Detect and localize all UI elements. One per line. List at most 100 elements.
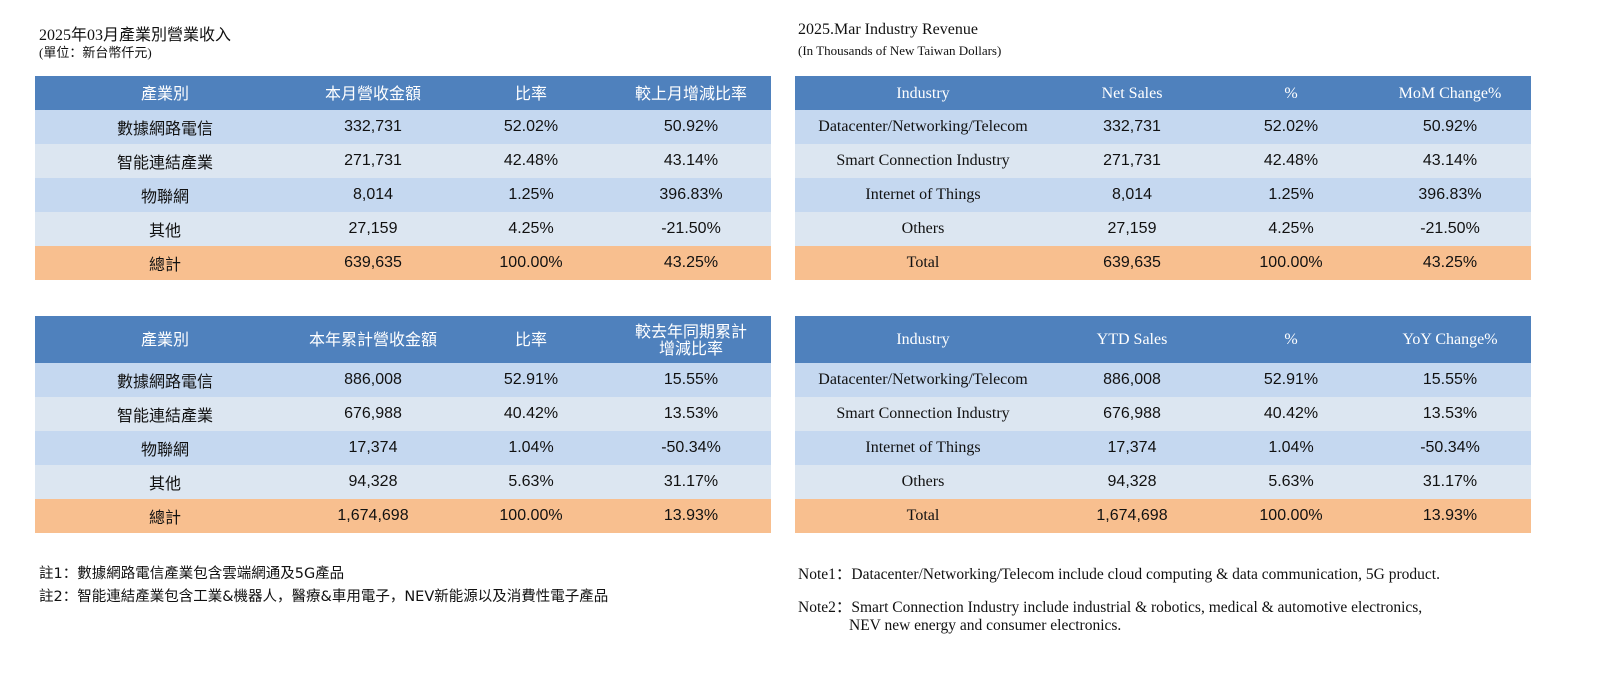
- ratio-cell: 4.25%: [1213, 212, 1369, 246]
- ratio-cell: 1.04%: [1213, 431, 1369, 465]
- table-header-row: 產業別 本年累計營收金額 比率 較去年同期累計 增減比率: [35, 316, 771, 363]
- total-change-cell: 43.25%: [1369, 246, 1531, 280]
- industry-cell: Others: [795, 212, 1051, 246]
- header-ytd-sales: YTD Sales: [1051, 316, 1213, 363]
- sales-cell: 332,731: [295, 110, 451, 144]
- industry-cell: 數據網路電信: [35, 363, 295, 397]
- sales-cell: 8,014: [1051, 178, 1213, 212]
- ratio-cell: 52.02%: [1213, 110, 1369, 144]
- total-sales-cell: 639,635: [295, 246, 451, 280]
- change-cell: 15.55%: [1369, 363, 1531, 397]
- change-cell: 396.83%: [611, 178, 771, 212]
- industry-cell: 物聯網: [35, 178, 295, 212]
- change-cell: 50.92%: [611, 110, 771, 144]
- industry-cell: Smart Connection Industry: [795, 144, 1051, 178]
- total-sales-cell: 1,674,698: [295, 499, 451, 533]
- table-row: Others 94,328 5.63% 31.17%: [795, 465, 1531, 499]
- total-ratio-cell: 100.00%: [1213, 246, 1369, 280]
- table-row: 智能連結產業 271,731 42.48% 43.14%: [35, 144, 771, 178]
- header-ratio: 比率: [451, 76, 611, 110]
- change-cell: 43.14%: [1369, 144, 1531, 178]
- en-unit-label: (In Thousands of New Taiwan Dollars): [798, 43, 1002, 58]
- header-yoy-line1: 較去年同期累計: [634, 321, 747, 341]
- header-ytd-sales: 本年累計營收金額: [295, 316, 451, 363]
- total-label-cell: 總計: [35, 499, 295, 533]
- table-row: 物聯網 17,374 1.04% -50.34%: [35, 431, 771, 465]
- ratio-cell: 52.02%: [451, 110, 611, 144]
- ratio-cell: 42.48%: [451, 144, 611, 178]
- ratio-cell: 52.91%: [1213, 363, 1369, 397]
- change-cell: 15.55%: [611, 363, 771, 397]
- sales-cell: 271,731: [295, 144, 451, 178]
- total-label-cell: 總計: [35, 246, 295, 280]
- zh-note-2: 註2：智能連結產業包含工業&機器人，醫療&車用電子，NEV新能源以及消費性電子產…: [39, 589, 609, 605]
- sales-cell: 886,008: [295, 363, 451, 397]
- industry-cell: 智能連結產業: [35, 144, 295, 178]
- change-cell: -50.34%: [611, 431, 771, 465]
- sales-cell: 94,328: [1051, 465, 1213, 499]
- table-row: 其他 94,328 5.63% 31.17%: [35, 465, 771, 499]
- change-cell: 396.83%: [1369, 178, 1531, 212]
- sales-cell: 27,159: [295, 212, 451, 246]
- header-industry: Industry: [795, 76, 1051, 110]
- table-header-row: 產業別 本月營收金額 比率 較上月增減比率: [35, 76, 771, 110]
- table-row: Datacenter/Networking/Telecom 332,731 52…: [795, 110, 1531, 144]
- total-label-cell: Total: [795, 499, 1051, 533]
- ratio-cell: 40.42%: [1213, 397, 1369, 431]
- industry-cell: Internet of Things: [795, 178, 1051, 212]
- industry-cell: Others: [795, 465, 1051, 499]
- table-header-row: Industry YTD Sales % YoY Change%: [795, 316, 1531, 363]
- industry-cell: Datacenter/Networking/Telecom: [795, 110, 1051, 144]
- en-note-2-continued: NEV new energy and consumer electronics.: [849, 617, 1122, 634]
- sales-cell: 676,988: [295, 397, 451, 431]
- header-yoy-line2: 增減比率: [658, 338, 723, 358]
- table-row: 智能連結產業 676,988 40.42% 13.53%: [35, 397, 771, 431]
- sales-cell: 17,374: [295, 431, 451, 465]
- header-mom-change: 較上月增減比率: [611, 76, 771, 110]
- header-net-sales: Net Sales: [1051, 76, 1213, 110]
- header-industry: 產業別: [35, 76, 295, 110]
- header-yoy-change: 較去年同期累計 增減比率: [611, 316, 771, 363]
- change-cell: 50.92%: [1369, 110, 1531, 144]
- industry-cell: 數據網路電信: [35, 110, 295, 144]
- total-sales-cell: 639,635: [1051, 246, 1213, 280]
- header-industry: 產業別: [35, 316, 295, 363]
- change-cell: 43.14%: [611, 144, 771, 178]
- change-cell: -21.50%: [611, 212, 771, 246]
- sales-cell: 94,328: [295, 465, 451, 499]
- zh-monthly-revenue-table: 產業別 本月營收金額 比率 較上月增減比率 數據網路電信 332,731 52.…: [35, 76, 771, 280]
- header-ratio: 比率: [451, 316, 611, 363]
- total-ratio-cell: 100.00%: [1213, 499, 1369, 533]
- header-ratio: %: [1213, 76, 1369, 110]
- ratio-cell: 5.63%: [1213, 465, 1369, 499]
- industry-cell: Datacenter/Networking/Telecom: [795, 363, 1051, 397]
- zh-note-1: 註1：數據網路電信產業包含雲端網通及5G產品: [39, 566, 345, 582]
- header-industry: Industry: [795, 316, 1051, 363]
- change-cell: 13.53%: [1369, 397, 1531, 431]
- change-cell: -50.34%: [1369, 431, 1531, 465]
- ratio-cell: 40.42%: [451, 397, 611, 431]
- ratio-cell: 52.91%: [451, 363, 611, 397]
- sales-cell: 332,731: [1051, 110, 1213, 144]
- sales-cell: 27,159: [1051, 212, 1213, 246]
- table-row: Smart Connection Industry 676,988 40.42%…: [795, 397, 1531, 431]
- ratio-cell: 42.48%: [1213, 144, 1369, 178]
- table-row: Internet of Things 17,374 1.04% -50.34%: [795, 431, 1531, 465]
- total-change-cell: 13.93%: [1369, 499, 1531, 533]
- industry-cell: Smart Connection Industry: [795, 397, 1051, 431]
- table-row: 數據網路電信 886,008 52.91% 15.55%: [35, 363, 771, 397]
- industry-cell: 其他: [35, 212, 295, 246]
- en-note-1: Note1：Datacenter/Networking/Telecom incl…: [798, 566, 1440, 583]
- en-monthly-revenue-table: Industry Net Sales % MoM Change% Datacen…: [795, 76, 1531, 280]
- change-cell: -21.50%: [1369, 212, 1531, 246]
- total-row: Total 1,674,698 100.00% 13.93%: [795, 499, 1531, 533]
- table-row: 數據網路電信 332,731 52.02% 50.92%: [35, 110, 771, 144]
- header-ratio: %: [1213, 316, 1369, 363]
- zh-unit-label: (單位：新台幣仟元): [39, 45, 152, 60]
- table-row: Datacenter/Networking/Telecom 886,008 52…: [795, 363, 1531, 397]
- ratio-cell: 1.04%: [451, 431, 611, 465]
- industry-cell: 智能連結產業: [35, 397, 295, 431]
- en-note-2: Note2：Smart Connection Industry include …: [798, 599, 1423, 616]
- industry-cell: 其他: [35, 465, 295, 499]
- table-row: Smart Connection Industry 271,731 42.48%…: [795, 144, 1531, 178]
